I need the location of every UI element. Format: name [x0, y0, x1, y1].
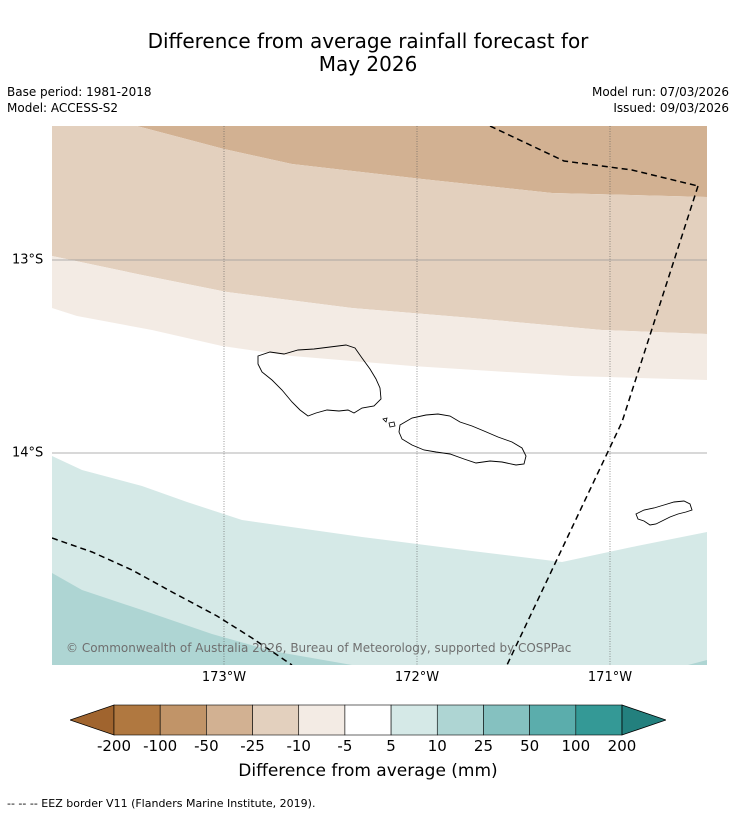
colorbar-segment: [575, 704, 623, 736]
colorbar-segment: [436, 704, 484, 736]
band-plus-5: [52, 456, 707, 665]
colorbar-segment: [390, 704, 438, 736]
eez-footnote: -- -- -- EEZ border V11 (Flanders Marine…: [7, 797, 316, 810]
lon-label-171w: 171°W: [587, 670, 633, 685]
lon-label-172w: 172°W: [394, 670, 440, 685]
colorbar-segments: [70, 704, 666, 736]
apolima-island: [388, 421, 396, 428]
base-period: Base period: 1981-2018: [7, 85, 152, 99]
colorbar-tick-label: -25: [240, 737, 265, 755]
colorbar-segment: [252, 704, 300, 736]
colorbar-tick-label: -5: [337, 737, 353, 755]
colorbar-extend-low: [70, 704, 115, 736]
title-line-2: May 2026: [318, 52, 418, 76]
colorbar-segment: [113, 704, 161, 736]
lon-label-173w: 173°W: [201, 670, 247, 685]
manono-island: [382, 417, 388, 423]
colorbar-tick-label: -50: [194, 737, 219, 755]
savaii-island: [257, 344, 382, 417]
colorbar-tick-label: 10: [427, 737, 447, 755]
colorbar-tick-label: 100: [561, 737, 591, 755]
colorbar-tick-label: 50: [520, 737, 540, 755]
map-title: Difference from average rainfall forecas…: [0, 30, 736, 76]
colorbar-segment: [298, 704, 346, 736]
band-plus-10-right: [688, 660, 707, 665]
colorbar-segment: [529, 704, 577, 736]
tutuila-island: [635, 500, 693, 526]
colorbar-tick-label: 200: [607, 737, 637, 755]
colorbar-tick-label: -100: [143, 737, 178, 755]
colorbar-label: Difference from average (mm): [238, 761, 498, 781]
colorbar-tick-label: -10: [286, 737, 311, 755]
rainfall-map: [52, 126, 707, 665]
band-minus-50: [137, 126, 707, 197]
lat-label-13s: 13°S: [12, 252, 44, 268]
meta-left: Base period: 1981-2018 Model: ACCESS-S2: [7, 84, 152, 116]
eez-border-southwest: [52, 537, 293, 665]
lat-label-14s: 14°S: [12, 445, 44, 461]
issued-date: Issued: 09/03/2026: [613, 101, 729, 115]
colorbar-segment: [344, 704, 392, 736]
colorbar: [70, 704, 666, 736]
title-line-1: Difference from average rainfall forecas…: [147, 29, 589, 53]
colorbar-segment: [483, 704, 530, 736]
eez-border-east: [506, 185, 699, 665]
colorbar-tick-label: 25: [473, 737, 493, 755]
meta-right: Model run: 07/03/2026 Issued: 09/03/2026: [592, 84, 729, 116]
colorbar-extend-high: [621, 704, 666, 736]
band-plus-10: [52, 573, 352, 665]
copyright-text: © Commonwealth of Australia 2026, Bureau…: [66, 641, 572, 655]
band-minus-25: [52, 126, 707, 334]
band-minus-10: [52, 256, 707, 380]
colorbar-segment: [206, 704, 253, 736]
colorbar-tick-label: -200: [96, 737, 132, 755]
upolu-island: [398, 413, 527, 466]
model-run: Model run: 07/03/2026: [591, 85, 729, 99]
model-name: Model: ACCESS-S2: [7, 101, 119, 115]
colorbar-tick-label: 5: [386, 737, 396, 755]
eez-border-north: [489, 126, 699, 187]
colorbar-segment: [159, 704, 207, 736]
